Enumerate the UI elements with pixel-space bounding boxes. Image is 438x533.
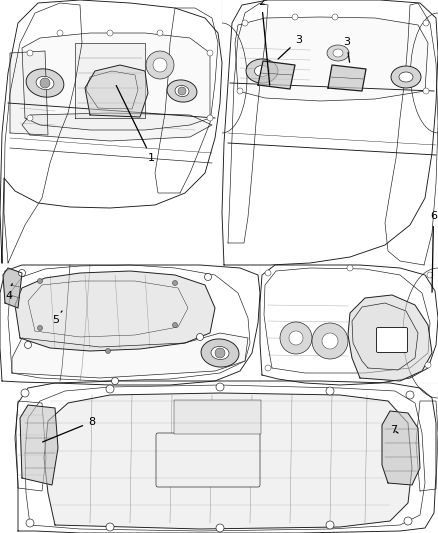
Circle shape (57, 30, 63, 36)
Circle shape (153, 58, 167, 72)
Polygon shape (85, 65, 148, 117)
Circle shape (423, 20, 429, 26)
Polygon shape (75, 43, 145, 118)
Text: 1: 1 (116, 85, 155, 163)
Circle shape (425, 362, 431, 368)
FancyBboxPatch shape (174, 400, 261, 434)
Text: 4: 4 (5, 284, 12, 301)
Ellipse shape (211, 346, 229, 360)
Circle shape (205, 273, 212, 280)
Polygon shape (258, 61, 295, 89)
Circle shape (207, 115, 213, 121)
Text: 8: 8 (42, 417, 95, 442)
Circle shape (157, 30, 163, 36)
Circle shape (197, 334, 204, 341)
Ellipse shape (327, 45, 349, 61)
Circle shape (237, 88, 243, 94)
Circle shape (265, 365, 271, 371)
Circle shape (216, 383, 224, 391)
Circle shape (242, 20, 248, 26)
Circle shape (216, 524, 224, 532)
Circle shape (26, 519, 34, 527)
Polygon shape (382, 411, 420, 485)
Circle shape (27, 115, 33, 121)
Circle shape (347, 265, 353, 271)
Circle shape (106, 523, 114, 531)
Circle shape (292, 14, 298, 20)
Text: 3: 3 (278, 35, 302, 59)
Polygon shape (12, 333, 248, 378)
Ellipse shape (391, 66, 421, 88)
Circle shape (18, 270, 25, 277)
Polygon shape (235, 17, 428, 101)
Circle shape (207, 50, 213, 56)
Text: 6: 6 (430, 211, 437, 292)
Ellipse shape (333, 49, 343, 57)
Circle shape (326, 521, 334, 529)
Circle shape (173, 280, 177, 286)
FancyBboxPatch shape (377, 327, 407, 352)
Text: 3: 3 (343, 37, 350, 62)
Text: 5: 5 (52, 311, 62, 325)
Ellipse shape (167, 80, 197, 102)
Circle shape (106, 349, 110, 353)
Circle shape (322, 333, 338, 349)
Circle shape (107, 30, 113, 36)
Circle shape (312, 323, 348, 359)
Polygon shape (3, 268, 22, 308)
Polygon shape (10, 51, 48, 135)
Circle shape (215, 348, 225, 358)
Polygon shape (328, 65, 366, 91)
Ellipse shape (26, 69, 64, 97)
Circle shape (38, 279, 42, 284)
Circle shape (178, 87, 186, 95)
Circle shape (173, 322, 177, 327)
Circle shape (21, 389, 29, 397)
Circle shape (332, 14, 338, 20)
Circle shape (289, 331, 303, 345)
Ellipse shape (246, 59, 278, 83)
Circle shape (40, 78, 50, 88)
Polygon shape (44, 393, 412, 529)
Ellipse shape (175, 85, 189, 96)
Polygon shape (15, 271, 215, 351)
Circle shape (326, 387, 334, 395)
Circle shape (27, 50, 33, 56)
Circle shape (406, 391, 414, 399)
FancyBboxPatch shape (156, 433, 260, 487)
Circle shape (25, 342, 32, 349)
Ellipse shape (254, 66, 269, 77)
Circle shape (146, 51, 174, 79)
Text: 7: 7 (390, 425, 398, 435)
Circle shape (404, 517, 412, 525)
Polygon shape (22, 33, 210, 130)
Ellipse shape (399, 72, 413, 82)
Polygon shape (352, 303, 418, 370)
Circle shape (427, 272, 433, 278)
Circle shape (265, 270, 271, 276)
Circle shape (106, 385, 114, 393)
Circle shape (112, 377, 119, 384)
Polygon shape (348, 295, 432, 381)
Circle shape (423, 88, 429, 94)
Circle shape (38, 326, 42, 330)
Circle shape (280, 322, 312, 354)
Ellipse shape (36, 76, 54, 90)
Text: 2: 2 (258, 0, 270, 85)
Polygon shape (20, 405, 58, 485)
Ellipse shape (201, 339, 239, 367)
Polygon shape (22, 113, 212, 141)
